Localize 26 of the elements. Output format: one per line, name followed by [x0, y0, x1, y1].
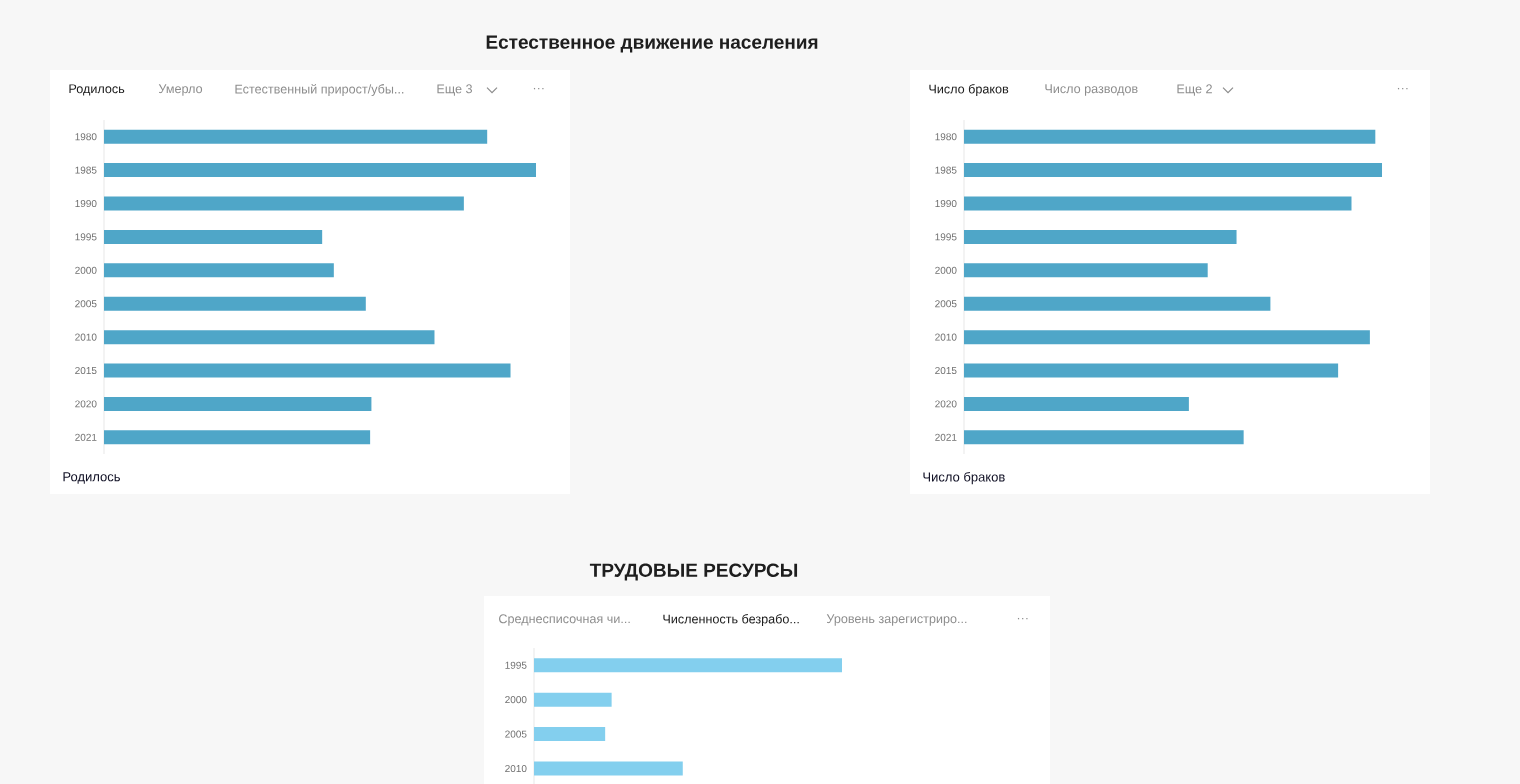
bar: [964, 129, 1376, 144]
bar: [964, 396, 1189, 411]
bar: [534, 727, 606, 742]
bar: [964, 296, 1271, 311]
bar: [104, 196, 464, 211]
bar: [534, 692, 612, 707]
bar: [104, 129, 488, 144]
bar: [964, 363, 1339, 378]
bar: [964, 430, 1244, 445]
bar: [104, 363, 511, 378]
bar: [964, 163, 1383, 178]
bar: [964, 229, 1237, 244]
bar: [104, 296, 366, 311]
bar: [104, 430, 371, 445]
bar: [534, 761, 683, 776]
bar: [104, 163, 537, 178]
chart-title: ТРУДОВЫЕ РЕСУРСЫ: [589, 563, 798, 581]
bar: [964, 330, 1370, 345]
bar: [104, 263, 334, 278]
bar: [964, 263, 1208, 278]
bar: [104, 330, 435, 345]
bar: [104, 229, 323, 244]
bar: [104, 396, 372, 411]
bar: [964, 196, 1352, 211]
text: Естественное движение населения: [486, 35, 818, 53]
bar: [534, 658, 843, 673]
